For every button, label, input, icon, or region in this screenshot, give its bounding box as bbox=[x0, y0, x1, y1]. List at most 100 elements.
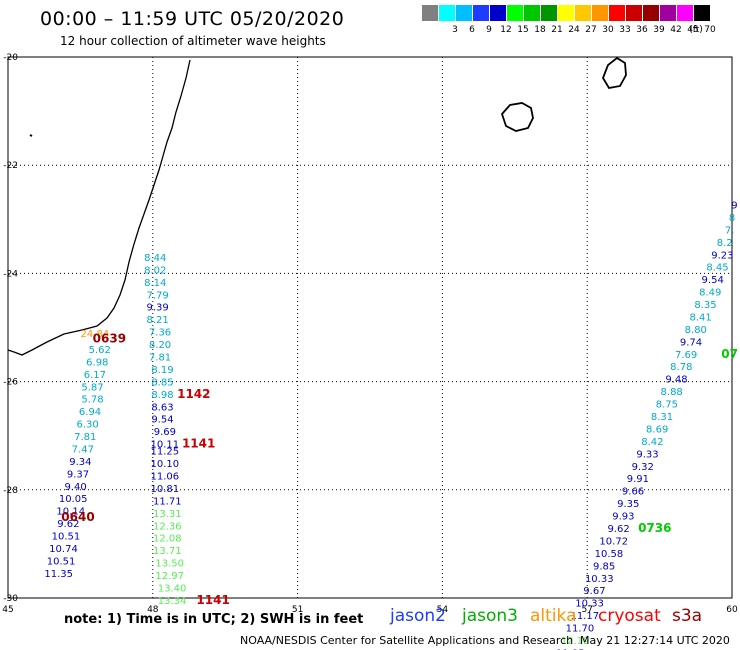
lon-tick-label: 54 bbox=[437, 605, 449, 615]
wave-height-label: 9.33 bbox=[636, 449, 658, 460]
lat-tick-label: -30 bbox=[3, 594, 18, 604]
color-scale-label: 18 bbox=[534, 25, 546, 35]
wave-height-label: 7.79 bbox=[146, 290, 168, 301]
wave-height-label: 8.49 bbox=[699, 288, 721, 299]
lon-tick-label: 57 bbox=[581, 605, 592, 615]
wave-height-label: 9.54 bbox=[151, 415, 173, 426]
wave-height-label: 10.51 bbox=[52, 532, 81, 543]
wave-height-label: 9 bbox=[731, 200, 737, 211]
wave-height-label: 11.70 bbox=[566, 624, 595, 635]
color-scale-label: 45 bbox=[687, 25, 699, 35]
wave-height-label: 13.31 bbox=[153, 509, 182, 520]
color-swatch bbox=[660, 5, 676, 21]
wave-height-label: 12.36 bbox=[153, 521, 182, 532]
color-swatch bbox=[626, 5, 642, 21]
wave-height-label: 13.71 bbox=[153, 546, 182, 557]
wave-height-label: 10.74 bbox=[49, 544, 78, 555]
wave-height-label: 8.42 bbox=[641, 437, 663, 448]
map-frame bbox=[7, 56, 733, 599]
color-swatch bbox=[694, 5, 710, 21]
legend-s3a: s3a bbox=[672, 606, 703, 626]
color-scale-unit: (ft) bbox=[689, 25, 703, 35]
lat-tick-label: -20 bbox=[3, 53, 18, 63]
generated-timestamp: May 21 12:27:14 UTC 2020 bbox=[580, 634, 730, 647]
wave-height-label: 8.78 bbox=[670, 362, 692, 373]
wave-height-label: 8.85 bbox=[151, 377, 173, 388]
wave-height-label: 7.47 bbox=[72, 444, 94, 455]
wave-height-label: 9.85 bbox=[593, 561, 615, 572]
lat-tick-label: -24 bbox=[3, 269, 18, 279]
wave-height-label: 10.11 bbox=[151, 440, 180, 451]
color-scale-label: 42 bbox=[670, 25, 682, 35]
wave-height-label: 8.80 bbox=[685, 325, 707, 336]
color-scale-label: 21 bbox=[551, 25, 563, 35]
mauritius-island-coastline bbox=[602, 56, 627, 89]
color-swatch bbox=[558, 5, 574, 21]
footer-note: note: 1) Time is in UTC; 2) SWH is in fe… bbox=[64, 612, 364, 627]
legend-jason3: jason3 bbox=[462, 606, 518, 626]
color-scale-label: 9 bbox=[486, 25, 492, 35]
color-scale-label: 70 bbox=[704, 25, 716, 35]
wave-height-label: 24.84 bbox=[81, 329, 110, 340]
wave-height-label: 9.67 bbox=[583, 586, 605, 597]
wave-height-label: 11.17 bbox=[570, 611, 599, 622]
wave-height-label: 11.06 bbox=[151, 472, 180, 483]
wave-height-label: 10.33 bbox=[575, 599, 604, 610]
credit-line: NOAA/NESDIS Center for Satellite Applica… bbox=[240, 634, 574, 647]
wave-height-label: 8.75 bbox=[656, 400, 678, 411]
wave-height-label: 11.35 bbox=[44, 569, 73, 580]
color-swatch bbox=[490, 5, 506, 21]
wave-height-label: 11.71 bbox=[153, 496, 182, 507]
wave-height-label: 6.98 bbox=[86, 357, 108, 368]
wave-height-label: 9.93 bbox=[612, 512, 634, 523]
color-swatch bbox=[609, 5, 625, 21]
color-scale-label: 36 bbox=[636, 25, 648, 35]
wave-height-label: 7.69 bbox=[675, 350, 697, 361]
lon-tick-label: 51 bbox=[292, 605, 303, 615]
lon-tick-label: 60 bbox=[726, 605, 738, 615]
color-swatch bbox=[439, 5, 455, 21]
wave-height-label: 10.05 bbox=[59, 494, 88, 505]
color-scale-label: 3 bbox=[452, 25, 458, 35]
islet-coastline bbox=[29, 134, 33, 137]
color-swatch bbox=[422, 5, 438, 21]
color-scale-label: 39 bbox=[653, 25, 665, 35]
wave-height-label: 7.81 bbox=[74, 432, 96, 443]
color-scale-label: 6 bbox=[469, 25, 475, 35]
wave-height-label: 11.85 bbox=[556, 648, 585, 650]
color-swatch bbox=[592, 5, 608, 21]
legend-jason2: jason2 bbox=[390, 606, 446, 626]
wave-height-label: 13.50 bbox=[155, 559, 184, 570]
lat-tick-label: -22 bbox=[3, 161, 18, 171]
pass-time-label: 1142 bbox=[177, 387, 210, 401]
color-scale-label: 12 bbox=[500, 25, 512, 35]
color-swatch bbox=[677, 5, 693, 21]
wave-height-label: 8.2 bbox=[717, 238, 733, 249]
wave-height-label: 12.97 bbox=[155, 571, 184, 582]
reunion-island-coastline bbox=[500, 102, 534, 132]
wave-height-label: 5.62 bbox=[89, 345, 111, 356]
wave-height-label: 9.39 bbox=[146, 303, 168, 314]
wave-height-label: 9.69 bbox=[154, 427, 176, 438]
wave-height-label: 8.21 bbox=[146, 315, 168, 326]
pass-time-label: 0640 bbox=[61, 510, 94, 524]
pass-time-label: 1141 bbox=[182, 437, 215, 451]
wave-height-label: 12.19 bbox=[561, 636, 590, 647]
wave-height-label: 9.34 bbox=[69, 457, 91, 468]
pass-time-label: 0736 bbox=[638, 521, 671, 535]
madagascar-coastline bbox=[7, 59, 191, 356]
wave-height-label: 8.41 bbox=[689, 312, 711, 323]
wave-height-label: 5.87 bbox=[81, 382, 103, 393]
color-swatch bbox=[643, 5, 659, 21]
color-swatch bbox=[507, 5, 523, 21]
wave-height-label: 13.34 bbox=[158, 596, 187, 607]
wave-height-label: 8.31 bbox=[651, 412, 673, 423]
wave-height-label: 8.19 bbox=[151, 365, 173, 376]
wave-height-label: 8.20 bbox=[149, 340, 171, 351]
wave-height-label: 8.02 bbox=[144, 265, 166, 276]
pass-time-label: 1141 bbox=[196, 593, 229, 607]
pass-time-label: 07 bbox=[721, 347, 738, 361]
wave-height-label: 10.51 bbox=[47, 556, 76, 567]
color-swatch bbox=[456, 5, 472, 21]
